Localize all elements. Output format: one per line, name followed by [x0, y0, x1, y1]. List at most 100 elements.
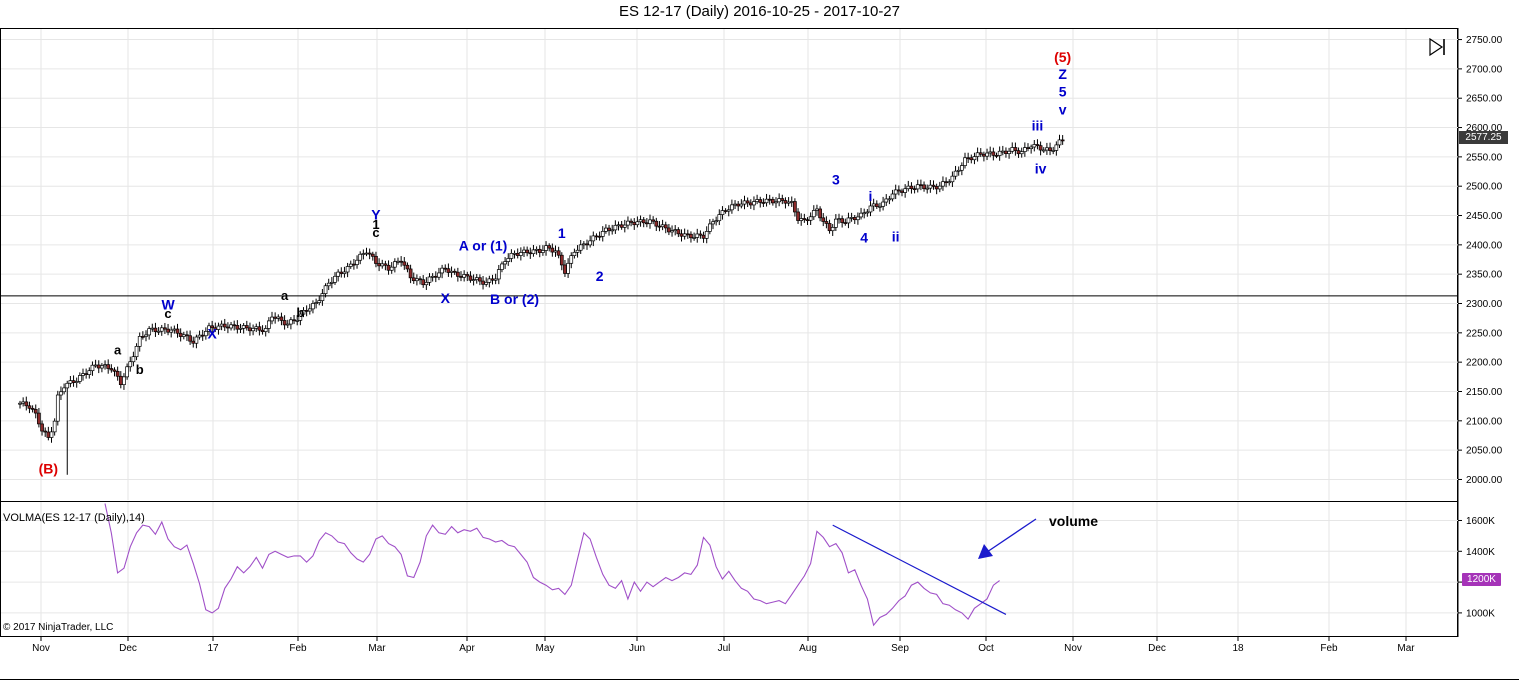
candle-body — [1060, 139, 1065, 142]
candle-body — [764, 198, 769, 204]
candle-body — [1029, 146, 1034, 149]
candle-body — [437, 272, 441, 278]
candle-body — [260, 329, 265, 332]
candle-body — [68, 380, 73, 384]
candle-body — [1045, 147, 1049, 151]
candle-body — [500, 263, 504, 270]
candle-body — [896, 189, 901, 192]
candle-body — [755, 199, 759, 202]
candle-body — [87, 370, 92, 375]
candle-body — [610, 229, 615, 232]
candle-body — [24, 401, 29, 407]
candle-body — [298, 313, 303, 321]
candle-body — [219, 323, 224, 327]
candle-body — [421, 279, 426, 286]
wave-label: B or (2) — [490, 291, 539, 307]
candle-body — [900, 190, 904, 193]
candle-body — [553, 250, 558, 253]
candle-body — [786, 201, 791, 204]
candle-body — [638, 219, 643, 223]
candle-body — [62, 387, 66, 393]
candle-body — [418, 278, 422, 281]
candle-body — [1041, 149, 1046, 152]
candle-body — [840, 218, 845, 223]
candle-body — [1038, 145, 1043, 151]
volma-label: VOLMA(ES 12-17 (Daily),14) — [3, 512, 145, 524]
wave-label: (B) — [39, 461, 58, 477]
candle-body — [18, 402, 22, 405]
price-tick-label: 2150.00 — [1466, 387, 1503, 398]
candle-body — [427, 276, 432, 283]
wave-label: c — [164, 306, 171, 321]
candle-body — [207, 325, 211, 332]
candle-body — [941, 181, 945, 187]
candle-body — [433, 275, 438, 278]
candle-body — [934, 186, 939, 190]
candle-body — [679, 233, 684, 237]
candle-body — [972, 156, 977, 161]
volume-tick-label: 1000K — [1466, 608, 1495, 619]
candle-body — [843, 222, 848, 224]
candle-body — [141, 336, 145, 338]
candle-body — [71, 380, 76, 383]
wave-label: (5) — [1054, 49, 1071, 65]
candle-body — [604, 227, 608, 232]
time-tick-label: Aug — [799, 643, 817, 654]
candle-body — [959, 165, 964, 171]
candle-body — [339, 271, 344, 274]
candle-body — [263, 328, 268, 332]
candle-body — [982, 153, 986, 157]
wave-label: b — [136, 362, 144, 377]
candle-body — [956, 169, 961, 172]
candle-body — [626, 220, 630, 226]
candle-body — [326, 282, 331, 287]
candle-body — [550, 247, 555, 253]
candle-body — [931, 184, 936, 187]
chart-title: ES 12-17 (Daily) 2016-10-25 - 2017-10-27 — [619, 3, 900, 20]
price-tick-label: 2400.00 — [1466, 240, 1503, 251]
candle-body — [509, 252, 514, 259]
candle-body — [906, 185, 911, 190]
candle-body — [963, 157, 967, 166]
candle-body — [181, 334, 186, 337]
candle-body — [805, 219, 810, 222]
candle-body — [128, 361, 133, 368]
candle-body — [137, 336, 142, 347]
candle-body — [629, 220, 633, 223]
candle-body — [478, 277, 482, 282]
candle-body — [311, 303, 315, 310]
price-tick-label: 2650.00 — [1466, 94, 1503, 105]
price-tick-label: 2600.00 — [1466, 123, 1503, 134]
candle-body — [153, 327, 158, 333]
candle-body — [871, 203, 876, 207]
candle-body — [566, 262, 570, 274]
candle-body — [537, 248, 542, 253]
candle-body — [1007, 150, 1011, 154]
candle-body — [493, 278, 498, 281]
candle-body — [96, 364, 101, 369]
candle-body — [216, 325, 221, 330]
candle-body — [947, 181, 952, 184]
candle-body — [811, 210, 816, 218]
candle-body — [166, 328, 170, 333]
candle-body — [443, 267, 448, 270]
time-tick-label: Nov — [1064, 643, 1082, 654]
candle-body — [393, 261, 397, 268]
price-tick-label: 2000.00 — [1466, 475, 1503, 486]
candle-body — [556, 250, 561, 256]
wave-label: Z — [1058, 66, 1067, 82]
step-forward-icon[interactable] — [1428, 37, 1448, 57]
candle-body — [147, 328, 151, 336]
candle-body — [1057, 139, 1062, 146]
candle-body — [991, 151, 996, 156]
candle-body — [874, 203, 879, 207]
candle-body — [950, 175, 955, 183]
candle-body — [619, 224, 624, 228]
price-tick-label: 2450.00 — [1466, 211, 1503, 222]
candle-body — [1004, 150, 1008, 154]
candle-body — [849, 217, 854, 219]
candle-body — [522, 249, 526, 253]
candle-body — [689, 233, 693, 239]
candle-body — [109, 368, 114, 371]
